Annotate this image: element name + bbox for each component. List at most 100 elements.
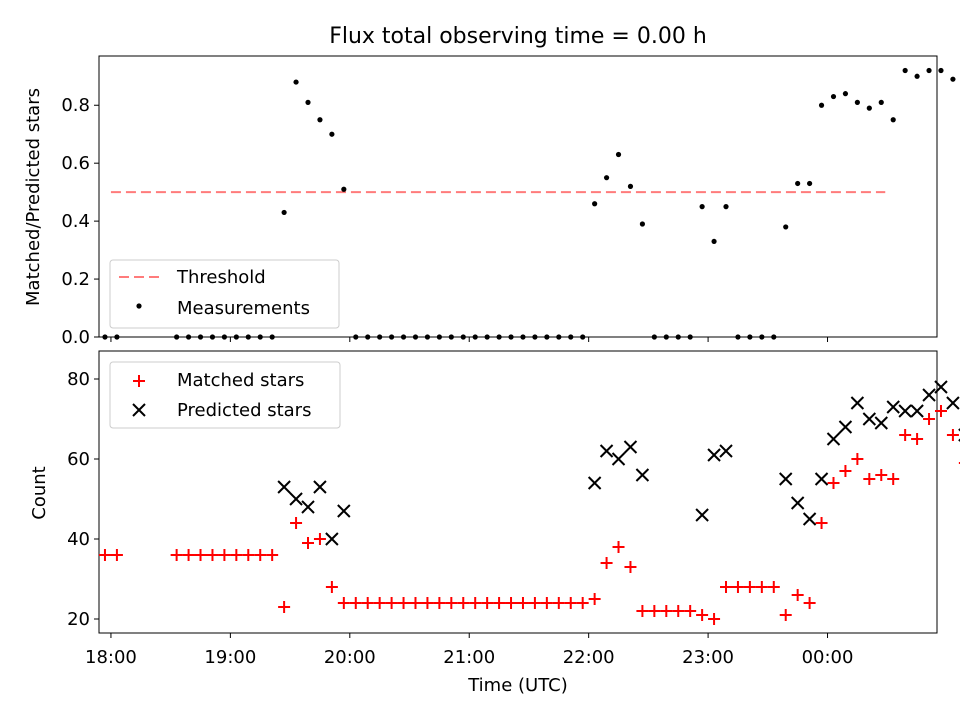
predicted-star-point (623, 440, 638, 454)
measurement-point (687, 334, 693, 340)
measurement-point (341, 186, 347, 192)
measurement-point (866, 105, 872, 111)
bottom-y-ticks: 20 40 60 80 (67, 369, 99, 630)
measurement-point (854, 99, 860, 105)
measurement-point (305, 99, 311, 105)
measurement-point (842, 91, 849, 97)
measurement-point (389, 334, 395, 340)
measurement-point (902, 67, 908, 74)
matched-star-point (505, 597, 518, 609)
matched-star-point (648, 605, 661, 617)
measurement-point (436, 334, 442, 340)
matched-star-point (863, 473, 876, 485)
predicted-star-point (850, 396, 865, 410)
matched-star-point (98, 549, 111, 561)
predicted-star-point (934, 380, 948, 394)
predicted-star-point (277, 480, 291, 494)
matched-star-point (325, 581, 338, 593)
measurement-point (568, 334, 574, 340)
measurement-point (639, 221, 646, 227)
top-y-ticks: 0.0 0.2 0.4 0.6 0.8 (61, 95, 99, 348)
predicted-star-point (301, 500, 315, 514)
measurement-point (460, 334, 466, 340)
top-y-tick-label: 0.4 (61, 211, 90, 232)
measurement-point (663, 334, 669, 340)
matched-star-point (660, 605, 673, 617)
predicted-star-point (874, 416, 888, 430)
matched-star-point (923, 413, 936, 425)
matched-star-point (672, 605, 685, 617)
matched-stars-points (98, 405, 960, 625)
legend-threshold-label: Threshold (176, 267, 266, 288)
matched-star-point (254, 549, 267, 561)
matched-star-point (313, 533, 326, 545)
matched-star-point (493, 597, 506, 609)
matched-star-point (696, 609, 709, 621)
predicted-star-point (862, 412, 877, 426)
x-tick-label: 18:00 (85, 647, 137, 668)
measurement-point (293, 79, 299, 85)
measurement-point (377, 334, 383, 340)
matched-star-point (302, 537, 315, 549)
matched-star-point (349, 597, 362, 609)
measurement-point (818, 102, 825, 108)
matched-star-point (278, 601, 291, 613)
matched-star-point (684, 605, 697, 617)
measurement-point (592, 201, 598, 207)
matched-star-point (170, 549, 183, 561)
matched-star-point (767, 581, 780, 593)
measurement-point (830, 93, 837, 100)
predicted-star-point (910, 404, 924, 418)
top-y-tick-label: 0.8 (61, 95, 90, 116)
predicted-star-point (838, 420, 853, 434)
top-y-axis-label: Matched/Predicted stars (23, 88, 44, 306)
measurement-point (400, 334, 407, 340)
measurement-point (890, 117, 896, 123)
matched-star-point (469, 597, 482, 609)
measurement-point (759, 334, 765, 340)
top-y-tick-label: 0.6 (61, 153, 90, 174)
matched-star-point (337, 597, 350, 609)
matched-star-point (887, 473, 900, 485)
measurement-point (472, 334, 478, 340)
matched-star-point (731, 581, 744, 593)
measurement-point (723, 204, 729, 210)
matched-star-point (600, 557, 613, 569)
bottom-y-tick-label: 20 (67, 609, 90, 630)
measurement-point (747, 334, 753, 340)
matched-star-point (516, 597, 529, 609)
matched-star-point (564, 597, 577, 609)
measurement-point (771, 334, 777, 340)
measurement-point (735, 334, 741, 340)
predicted-star-point (886, 400, 900, 414)
predicted-star-point (325, 532, 339, 546)
matched-star-point (899, 429, 912, 441)
predicted-star-point (790, 496, 805, 510)
matched-star-point (743, 581, 756, 593)
predicted-star-point (337, 504, 351, 518)
measurement-point (197, 334, 204, 340)
top-x-ticks (110, 337, 829, 342)
measurement-point (938, 67, 944, 74)
measurement-point (484, 334, 490, 340)
measurement-point (556, 334, 562, 340)
top-y-tick-label: 0.0 (61, 327, 90, 348)
matched-star-point (266, 549, 279, 561)
measurement-point (448, 334, 454, 340)
measurement-point (269, 334, 275, 340)
top-legend-frame (109, 259, 340, 329)
legend-matched-label: Matched stars (177, 370, 304, 391)
measurement-point (627, 183, 634, 189)
matched-star-point (720, 581, 733, 593)
matched-star-point (409, 597, 422, 609)
measurement-point (174, 334, 180, 340)
predicted-star-point (719, 444, 733, 458)
measurement-point (699, 204, 705, 210)
matched-star-point (552, 597, 565, 609)
predicted-star-point (922, 388, 936, 402)
matched-star-point (206, 549, 219, 561)
predicted-star-point (946, 396, 960, 410)
matched-star-point (385, 597, 398, 609)
matched-star-point (373, 597, 386, 609)
measurement-point (807, 180, 813, 187)
